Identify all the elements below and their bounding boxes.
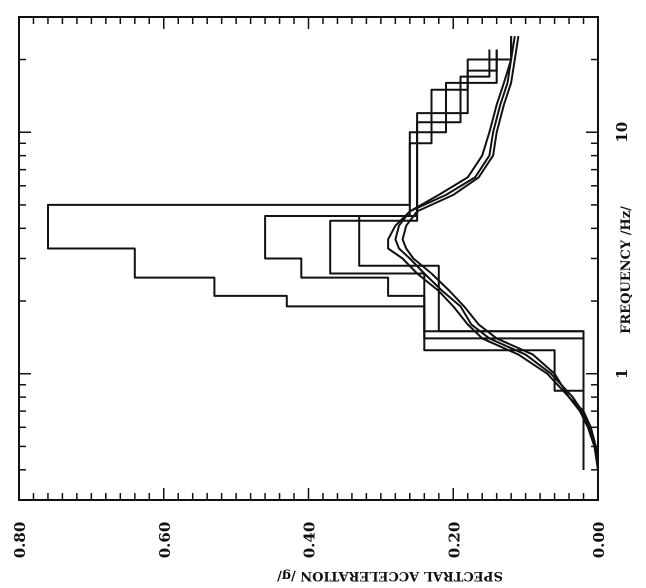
series-line [358,49,585,470]
acceleration-tick-label: 0.00 [590,522,608,559]
series-line [387,36,599,470]
acceleration-tick-label: 0.20 [445,522,463,559]
series-layer [47,35,599,470]
series-line [394,35,599,470]
series-line [401,35,599,470]
series-line [47,36,585,470]
plot-frame [18,16,599,501]
acceleration-tick-label: 0.60 [156,522,174,559]
axis-labels: 0.00 0.20 0.40 0.60 0.80 1 10 SPECTRAL ACCELERA… [11,122,634,583]
frequency-axis-title: FREQUENCY /Hz/ [619,206,634,334]
frequency-tick-label: 1 [613,369,631,379]
frequency-tick-label: 10 [613,122,631,143]
axis-ticks [18,16,599,501]
acceleration-tick-label: 0.80 [11,522,29,559]
acceleration-tick-label: 0.40 [301,522,319,559]
acceleration-axis-title: SPECTRAL ACCELERATION /g/ [277,568,503,583]
